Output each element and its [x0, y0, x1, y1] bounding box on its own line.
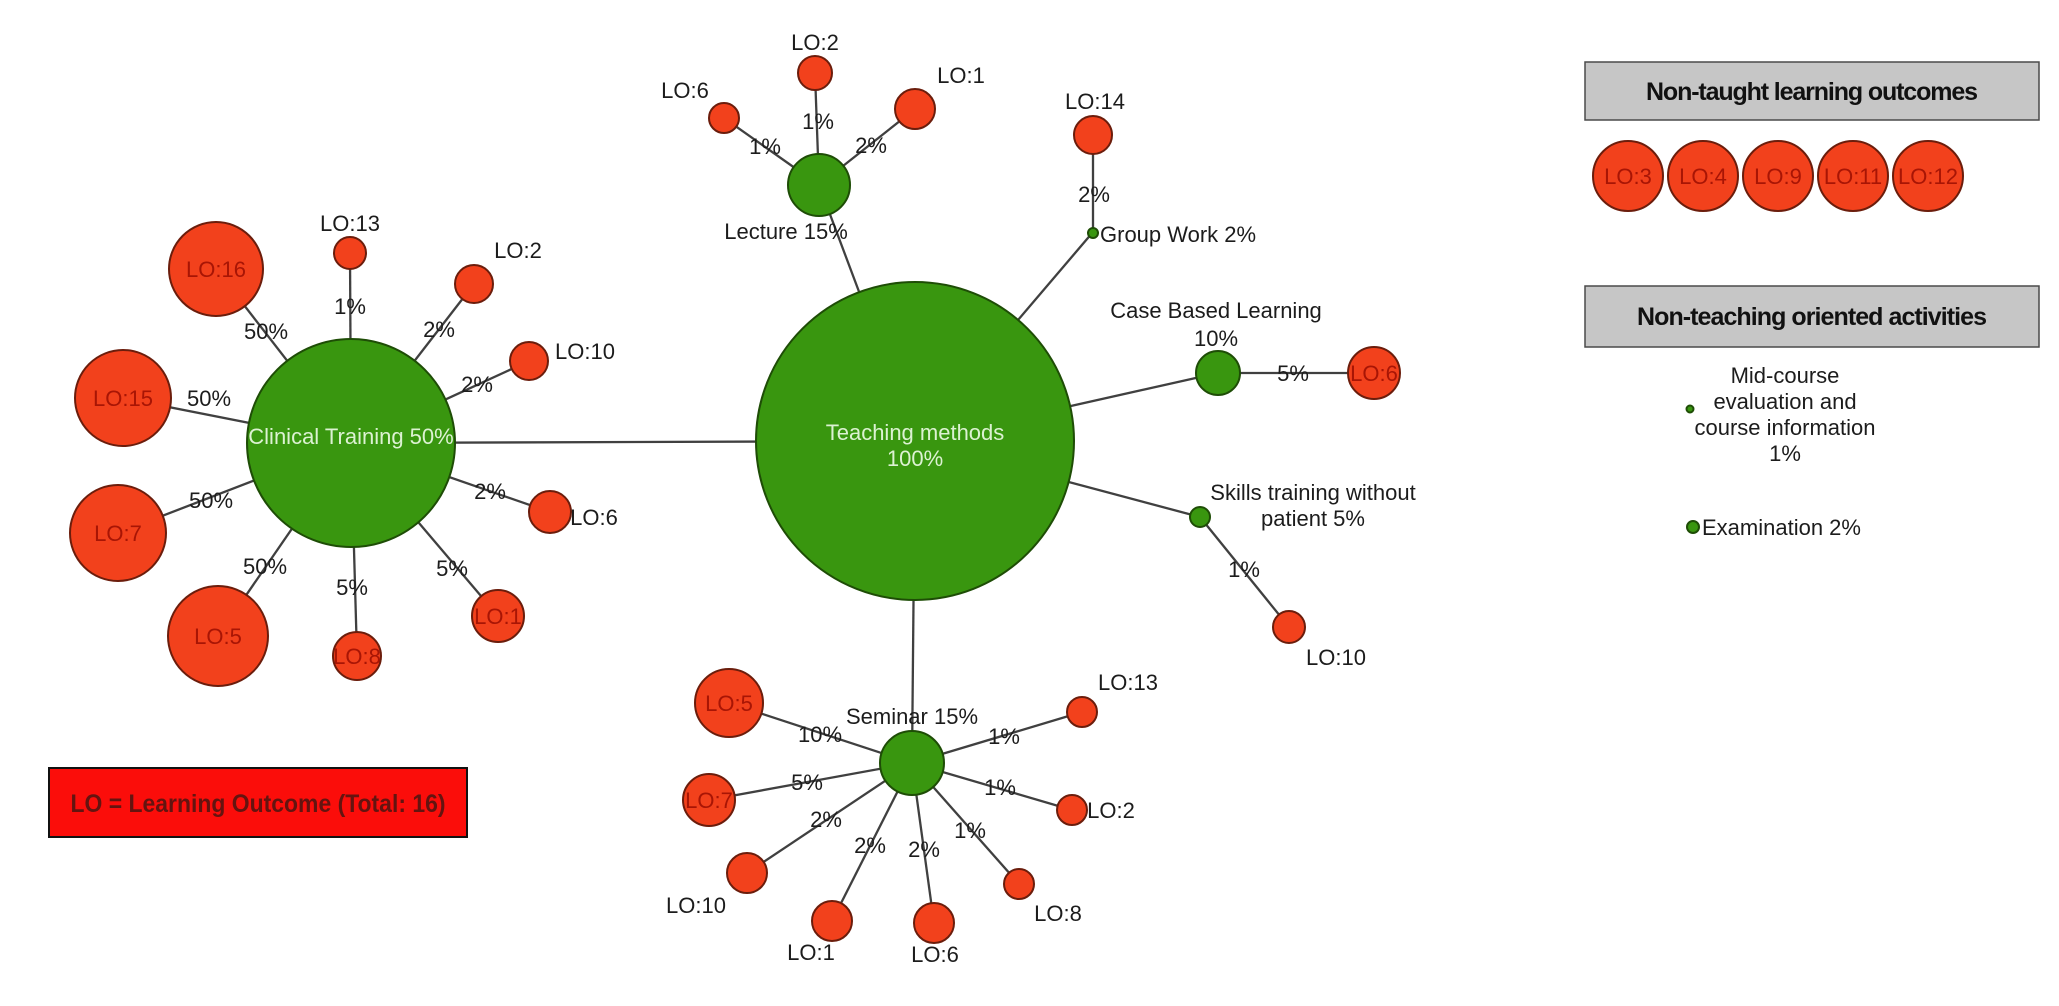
svg-text:Non-taught learning outcomes: Non-taught learning outcomes — [1646, 78, 1978, 106]
svg-text:1%: 1% — [334, 294, 366, 319]
svg-text:LO:2: LO:2 — [494, 238, 542, 263]
svg-text:LO:13: LO:13 — [1098, 670, 1158, 695]
svg-text:Examination 2%: Examination 2% — [1702, 515, 1861, 540]
svg-text:5%: 5% — [791, 770, 823, 795]
svg-text:LO:10: LO:10 — [555, 339, 615, 364]
svg-text:Seminar 15%: Seminar 15% — [846, 704, 978, 729]
svg-text:100%: 100% — [887, 446, 943, 471]
svg-text:5%: 5% — [1277, 361, 1309, 386]
svg-text:patient 5%: patient 5% — [1261, 506, 1365, 531]
svg-text:Clinical Training 50%: Clinical Training 50% — [248, 424, 453, 449]
svg-text:LO:1: LO:1 — [787, 940, 835, 965]
svg-text:10%: 10% — [798, 722, 842, 747]
svg-text:LO:9: LO:9 — [1754, 164, 1802, 189]
svg-text:Teaching methods: Teaching methods — [826, 420, 1005, 445]
svg-text:Mid-course: Mid-course — [1731, 363, 1840, 388]
svg-text:1%: 1% — [988, 724, 1020, 749]
svg-text:10%: 10% — [1194, 326, 1238, 351]
svg-text:1%: 1% — [1228, 557, 1260, 582]
svg-text:2%: 2% — [855, 133, 887, 158]
svg-text:50%: 50% — [187, 386, 231, 411]
svg-text:Group Work 2%: Group Work 2% — [1100, 222, 1256, 247]
svg-text:LO:15: LO:15 — [93, 386, 153, 411]
svg-text:course information: course information — [1695, 415, 1876, 440]
svg-text:2%: 2% — [810, 807, 842, 832]
svg-text:LO:1: LO:1 — [474, 604, 522, 629]
svg-text:1%: 1% — [954, 818, 986, 843]
svg-text:Skills training without: Skills training without — [1210, 480, 1415, 505]
svg-text:2%: 2% — [854, 833, 886, 858]
svg-text:5%: 5% — [436, 556, 468, 581]
svg-text:LO:6: LO:6 — [661, 78, 709, 103]
svg-text:LO:8: LO:8 — [333, 644, 381, 669]
svg-text:5%: 5% — [336, 575, 368, 600]
svg-text:1%: 1% — [984, 775, 1016, 800]
svg-text:50%: 50% — [243, 554, 287, 579]
svg-text:50%: 50% — [244, 319, 288, 344]
svg-text:LO:6: LO:6 — [911, 942, 959, 967]
svg-text:LO:2: LO:2 — [1087, 798, 1135, 823]
svg-text:LO:5: LO:5 — [705, 691, 753, 716]
svg-text:2%: 2% — [908, 837, 940, 862]
svg-text:LO:7: LO:7 — [685, 788, 733, 813]
svg-text:LO:12: LO:12 — [1898, 164, 1958, 189]
svg-text:2%: 2% — [474, 479, 506, 504]
svg-text:LO:4: LO:4 — [1679, 164, 1727, 189]
svg-text:LO:16: LO:16 — [186, 257, 246, 282]
svg-text:Lecture 15%: Lecture 15% — [724, 219, 848, 244]
svg-text:LO:3: LO:3 — [1604, 164, 1652, 189]
svg-text:1%: 1% — [802, 109, 834, 134]
svg-text:LO:1: LO:1 — [937, 63, 985, 88]
svg-text:2%: 2% — [1078, 182, 1110, 207]
svg-text:LO:6: LO:6 — [1350, 361, 1398, 386]
svg-text:evaluation and: evaluation and — [1713, 389, 1856, 414]
svg-text:LO:10: LO:10 — [666, 893, 726, 918]
svg-text:LO:10: LO:10 — [1306, 645, 1366, 670]
svg-text:Non-teaching oriented activiti: Non-teaching oriented activities — [1637, 303, 1987, 331]
svg-text:LO:5: LO:5 — [194, 624, 242, 649]
svg-text:LO:8: LO:8 — [1034, 901, 1082, 926]
svg-text:LO:6: LO:6 — [570, 505, 618, 530]
svg-text:LO:11: LO:11 — [1824, 164, 1882, 189]
svg-text:50%: 50% — [189, 488, 233, 513]
svg-text:LO:2: LO:2 — [791, 30, 839, 55]
svg-text:LO:7: LO:7 — [94, 521, 142, 546]
svg-text:2%: 2% — [423, 317, 455, 342]
svg-text:1%: 1% — [749, 134, 781, 159]
svg-text:Case Based Learning: Case Based Learning — [1110, 298, 1322, 323]
svg-text:LO = Learning Outcome (Total:: LO = Learning Outcome (Total: 16) — [71, 790, 446, 818]
svg-text:LO:13: LO:13 — [320, 211, 380, 236]
svg-text:2%: 2% — [461, 372, 493, 397]
svg-text:1%: 1% — [1769, 441, 1801, 466]
svg-text:LO:14: LO:14 — [1065, 89, 1125, 114]
